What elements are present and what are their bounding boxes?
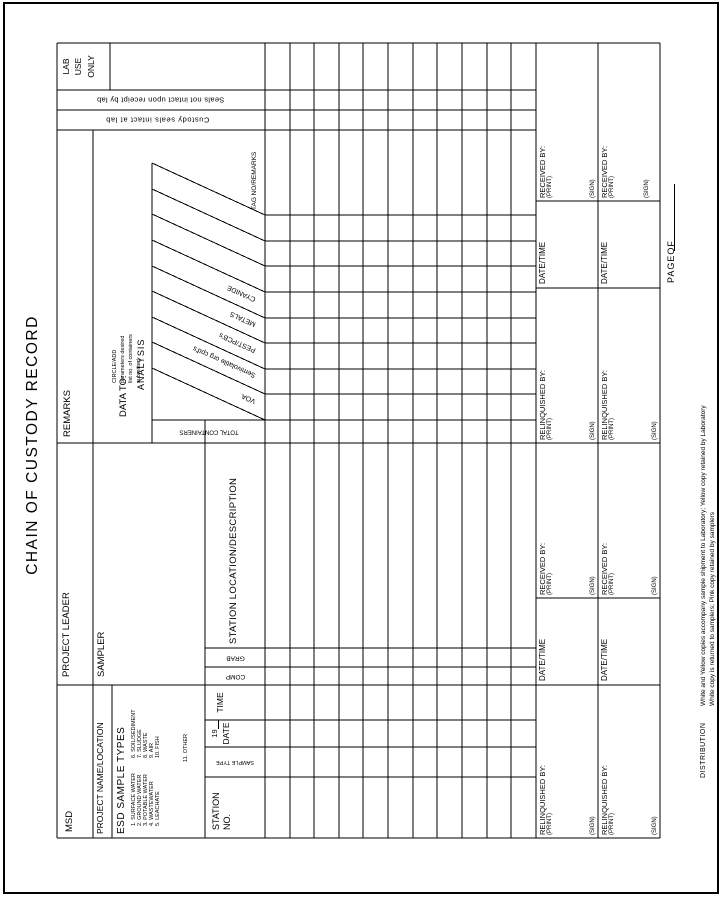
relinquished-by-cell-3: RELINQUISHED BY: (PRINT) (SIGN): [600, 764, 658, 835]
distribution-line2: White copy is returned to samplers; Pink…: [709, 511, 716, 706]
date-time-cell-1: DATE/TIME: [538, 638, 547, 681]
data-to-note-line2: parameters desired: [119, 335, 126, 383]
esd-type-10: 10. FISH: [155, 736, 161, 758]
data-to-note-line1: CIRCLE/ADD: [112, 349, 118, 383]
date-year-line: 19: [210, 720, 219, 747]
page-of-line: PAGE OF: [666, 184, 677, 283]
received-by-cell-4: RECEIVED BY: (PRINT) (SIGN): [600, 145, 650, 198]
received-by-cell-2: RECEIVED BY: (PRINT) (SIGN): [538, 145, 596, 198]
esd-type-11-other: 11. OTHER: [183, 733, 189, 762]
relinquished-by-cell-2: RELINQUISHED BY: (PRINT) (SIGN): [538, 369, 596, 440]
date-time-cell-2: DATE/TIME: [538, 241, 547, 284]
esd-type-5: 5. LEACHATE: [155, 791, 161, 826]
data-to-note-line3: list no. of containers: [127, 334, 134, 383]
esd-sample-types-col2: 6. SOIL/SEDIMENT 7. SLUDGE 8. WASTE 9. A…: [131, 698, 161, 758]
project-name-location-label: PROJECT NAME/LOCATION: [95, 722, 105, 834]
sampler-label: SAMPLER: [96, 631, 107, 677]
tag-no-remarks-header: TAG NO/REMARKS: [251, 151, 258, 210]
distribution-line1: White and Yellow copies accompany sample…: [700, 405, 707, 706]
analysis-label: ANALYSIS: [136, 338, 146, 390]
relinquished-by-cell-1: RELINQUISHED BY: (PRINT) (SIGN): [538, 764, 596, 835]
remarks-label: REMARKS: [62, 390, 73, 437]
seals-not-intact-label: Seals not intact upon receipt by lab: [96, 95, 224, 105]
total-containers-header: TOTAL CONTAINERS: [179, 428, 239, 435]
distribution-label: DISTRIBUTION: [700, 722, 707, 778]
msd-label: MSD: [64, 810, 75, 832]
lab-use-only-box: LAB USE ONLY: [60, 43, 97, 90]
esd-sample-types-title: ESD SAMPLE TYPES: [116, 726, 127, 834]
received-by-cell-3: RECEIVED BY: (PRINT) (SIGN): [600, 542, 658, 595]
lab-use-line1: LAB: [61, 58, 71, 75]
lab-use-line3: ONLY: [85, 55, 96, 78]
page-border-frame: [3, 2, 719, 894]
form-title: CHAIN OF CUSTODY RECORD: [24, 315, 41, 575]
esd-sample-types-col1: 1. SURFACE WATER 2. GROUND WATER 3. POTA…: [131, 762, 161, 826]
time-header: TIME: [215, 692, 225, 713]
relinquished-by-cell-4: RELINQUISHED BY: (PRINT) (SIGN): [600, 369, 658, 440]
station-no-line2: NO.: [221, 813, 232, 830]
page-label: PAGE: [666, 254, 676, 283]
station-location-header: STATION LOCATION/DESCRIPTION: [228, 477, 239, 644]
lab-use-line2: USE: [73, 57, 84, 76]
grab-header: GRAB: [225, 654, 245, 662]
station-no-header: STATION NO.: [211, 792, 233, 830]
comp-header: COMP: [225, 672, 245, 680]
custody-seals-intact-label: Custody seals intact at lab: [105, 115, 210, 125]
sample-type-header: SAMPLE TYPE: [215, 758, 255, 765]
date-time-cell-3: DATE/TIME: [600, 638, 609, 681]
project-leader-label: PROJECT LEADER: [61, 592, 72, 677]
date-header: DATE: [221, 722, 231, 745]
received-by-cell-1: RECEIVED BY: (PRINT) (SIGN): [538, 542, 596, 595]
station-no-line1: STATION: [211, 792, 221, 830]
date-time-cell-4: DATE/TIME: [600, 241, 609, 284]
